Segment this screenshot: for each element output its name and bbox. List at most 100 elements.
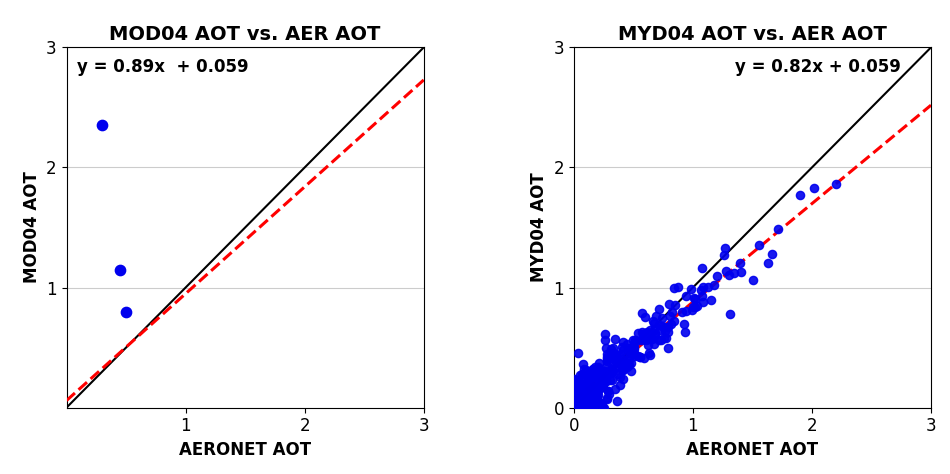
Point bbox=[596, 374, 611, 381]
Point bbox=[620, 344, 636, 351]
Point bbox=[570, 383, 585, 390]
Point bbox=[764, 251, 779, 258]
Point bbox=[571, 385, 586, 392]
Point bbox=[578, 399, 593, 406]
X-axis label: AERONET AOT: AERONET AOT bbox=[179, 441, 312, 459]
Point bbox=[586, 372, 601, 380]
Point bbox=[576, 372, 591, 380]
Text: y = 0.82x + 0.059: y = 0.82x + 0.059 bbox=[734, 58, 901, 76]
Point bbox=[585, 365, 600, 373]
Point bbox=[640, 335, 656, 343]
Point bbox=[580, 404, 596, 411]
Point bbox=[727, 269, 742, 277]
Point bbox=[619, 340, 635, 348]
Point bbox=[586, 366, 601, 374]
Point bbox=[567, 394, 582, 402]
Point bbox=[647, 319, 662, 327]
Point bbox=[694, 264, 710, 272]
Point bbox=[652, 336, 667, 344]
Point bbox=[635, 310, 650, 317]
Point bbox=[634, 336, 649, 344]
Point bbox=[598, 374, 613, 382]
Point bbox=[584, 383, 599, 391]
Point bbox=[602, 376, 618, 383]
Point bbox=[664, 320, 679, 328]
Point bbox=[667, 301, 682, 309]
Point bbox=[590, 391, 605, 398]
Point bbox=[583, 392, 598, 400]
Point bbox=[641, 341, 656, 348]
Point bbox=[628, 353, 643, 360]
Point bbox=[612, 358, 627, 366]
Point bbox=[641, 349, 656, 357]
Point bbox=[674, 309, 689, 316]
Point bbox=[572, 392, 587, 400]
Point bbox=[646, 340, 661, 347]
Point bbox=[718, 267, 733, 275]
Point bbox=[695, 298, 711, 306]
Point bbox=[621, 361, 637, 369]
Point bbox=[586, 401, 601, 409]
X-axis label: AERONET AOT: AERONET AOT bbox=[686, 441, 819, 459]
Point bbox=[567, 404, 582, 411]
Point bbox=[579, 380, 594, 387]
Point bbox=[591, 359, 606, 367]
Point bbox=[584, 394, 599, 402]
Point bbox=[591, 387, 606, 395]
Point bbox=[620, 360, 636, 368]
Point bbox=[643, 352, 658, 359]
Point bbox=[585, 365, 600, 373]
Point bbox=[595, 373, 610, 381]
Point bbox=[591, 379, 606, 387]
Point bbox=[592, 376, 607, 384]
Point bbox=[687, 294, 702, 302]
Point bbox=[628, 337, 643, 345]
Point bbox=[638, 329, 654, 337]
Point bbox=[586, 401, 601, 409]
Point bbox=[590, 387, 605, 394]
Point bbox=[598, 344, 613, 352]
Point bbox=[95, 122, 110, 129]
Point bbox=[770, 225, 786, 232]
Point bbox=[761, 259, 776, 266]
Point bbox=[596, 367, 611, 375]
Point bbox=[694, 286, 709, 293]
Point bbox=[567, 404, 582, 411]
Point bbox=[568, 404, 583, 411]
Point bbox=[575, 395, 590, 403]
Point bbox=[732, 259, 748, 267]
Point bbox=[574, 381, 589, 389]
Point bbox=[583, 367, 598, 374]
Point bbox=[566, 404, 581, 411]
Point bbox=[701, 283, 716, 291]
Point bbox=[606, 356, 621, 363]
Point bbox=[678, 328, 694, 335]
Point bbox=[583, 367, 598, 375]
Point bbox=[569, 388, 584, 395]
Point bbox=[598, 369, 614, 376]
Point bbox=[694, 292, 710, 300]
Point bbox=[647, 326, 662, 334]
Point bbox=[580, 374, 596, 382]
Point bbox=[655, 314, 670, 321]
Point bbox=[703, 296, 718, 304]
Point bbox=[616, 346, 631, 354]
Point bbox=[626, 345, 641, 352]
Point bbox=[657, 327, 673, 335]
Point bbox=[666, 317, 681, 325]
Point bbox=[684, 306, 699, 314]
Point bbox=[630, 329, 645, 337]
Point bbox=[678, 308, 694, 315]
Point bbox=[609, 397, 624, 405]
Point bbox=[580, 379, 595, 387]
Point bbox=[676, 320, 692, 328]
Y-axis label: MYD04 AOT: MYD04 AOT bbox=[530, 173, 548, 283]
Point bbox=[592, 399, 607, 407]
Point bbox=[570, 381, 585, 389]
Point bbox=[612, 382, 627, 389]
Point bbox=[660, 344, 675, 352]
Point bbox=[569, 379, 584, 387]
Point bbox=[575, 403, 590, 411]
Point bbox=[615, 375, 630, 383]
Point bbox=[603, 369, 618, 377]
